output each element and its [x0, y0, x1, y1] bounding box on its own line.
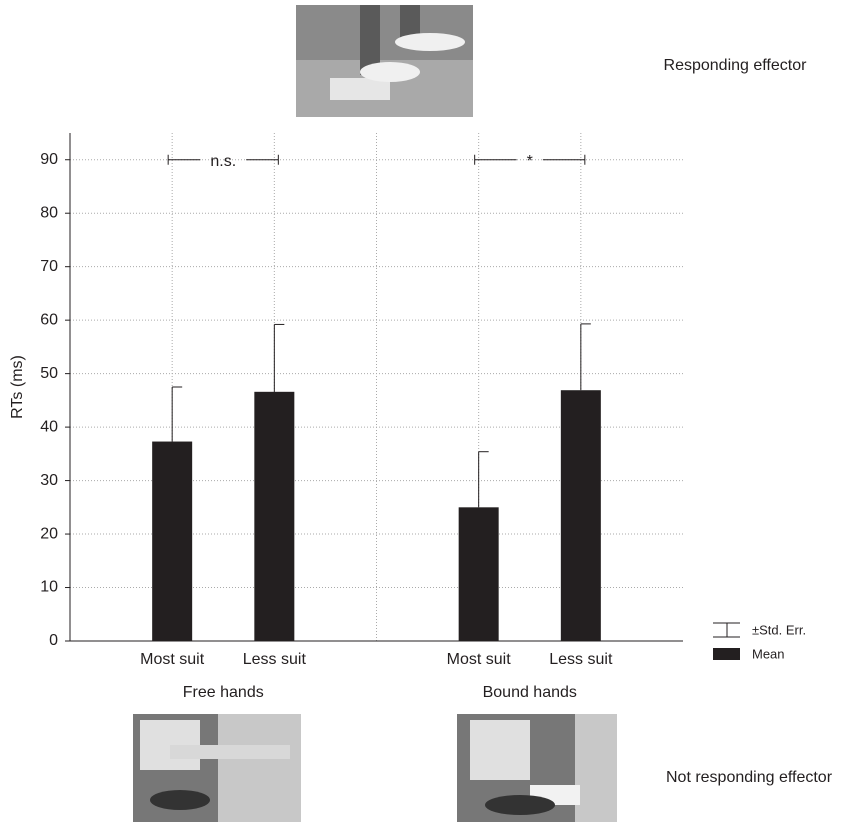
chart: Responding effector Not responding effec… [0, 0, 864, 822]
bar [152, 442, 192, 641]
top-caption: Responding effector [664, 57, 808, 74]
legend-swatch [713, 648, 740, 660]
group-label: Free hands [183, 684, 264, 701]
y-tick-label: 20 [40, 525, 58, 542]
bar [254, 392, 294, 641]
x-tick-label: Less suit [549, 651, 613, 668]
y-tick-label: 60 [40, 311, 58, 328]
y-tick-label: 80 [40, 204, 58, 221]
bar [459, 507, 499, 641]
x-tick-label: Most suit [140, 651, 205, 668]
y-tick-label: 0 [49, 632, 58, 649]
significance-label: n.s. [210, 153, 236, 170]
y-tick-label: 90 [40, 151, 58, 168]
bottom-caption: Not responding effector [666, 769, 833, 786]
photo-feet [296, 5, 473, 117]
y-tick-label: 10 [40, 579, 58, 596]
legend-label: ±Std. Err. [752, 622, 806, 637]
x-tick-label: Most suit [447, 651, 512, 668]
y-tick-label: 40 [40, 418, 58, 435]
bar [561, 390, 601, 641]
significance-label: * [527, 153, 533, 170]
photo-bound-hands [457, 714, 617, 822]
group-label: Bound hands [483, 684, 577, 701]
y-axis-label: RTs (ms) [9, 355, 26, 419]
x-tick-label: Less suit [243, 651, 307, 668]
y-tick-label: 50 [40, 365, 58, 382]
y-tick-label: 70 [40, 258, 58, 275]
photo-free-hands [133, 714, 301, 822]
y-tick-label: 30 [40, 472, 58, 489]
legend-label: Mean [752, 646, 785, 661]
